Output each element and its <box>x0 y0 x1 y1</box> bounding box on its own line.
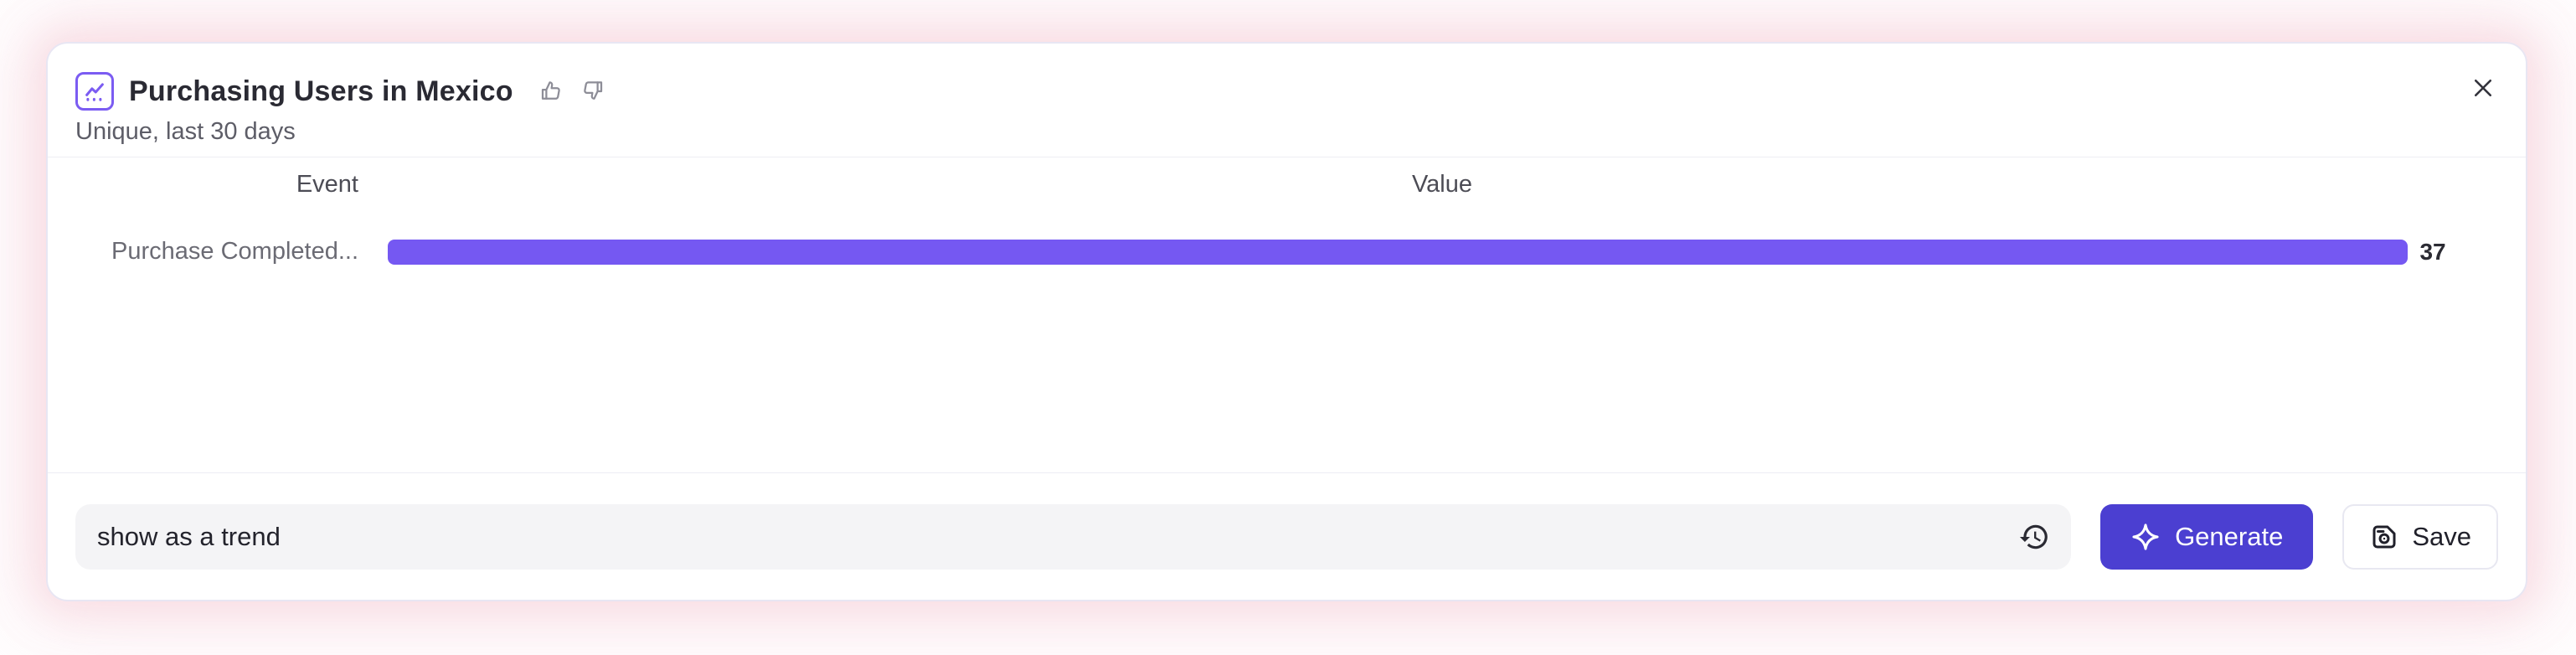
card-title: Purchasing Users in Mexico <box>129 75 513 107</box>
value-column-header: Value <box>1411 171 1473 198</box>
card-subtitle: Unique, last 30 days <box>75 118 296 145</box>
thumbs-down-icon[interactable] <box>579 77 607 106</box>
prompt-field[interactable] <box>75 503 2072 570</box>
insights-chart-icon <box>75 72 114 111</box>
chart-row: Purchase Completed... 37 <box>60 238 2496 266</box>
bar-purchase-completed[interactable] <box>388 239 2409 265</box>
card-header: Purchasing Users in Mexico <box>48 44 2526 157</box>
prompt-footer: Generate Save <box>48 472 2526 600</box>
column-headers: Event Value <box>60 171 2496 199</box>
chart-builder-card: Purchasing Users in Mexico <box>46 42 2527 601</box>
feedback-controls <box>537 77 607 106</box>
save-label: Save <box>2412 521 2471 551</box>
sparkle-icon <box>2132 523 2159 550</box>
close-icon[interactable] <box>2464 69 2502 107</box>
bar-chart: Event Value Purchase Completed... 37 <box>48 157 2526 472</box>
event-label: Purchase Completed... <box>111 238 358 265</box>
event-column-header: Event <box>296 171 358 198</box>
thumbs-up-icon[interactable] <box>537 77 565 106</box>
save-icon <box>2372 525 2396 548</box>
history-icon[interactable] <box>2014 517 2054 557</box>
prompt-input[interactable] <box>97 521 2015 552</box>
generate-label: Generate <box>2175 521 2284 551</box>
save-button[interactable]: Save <box>2342 503 2498 570</box>
generate-button[interactable]: Generate <box>2100 503 2314 570</box>
bar-value: 37 <box>2419 238 2446 265</box>
